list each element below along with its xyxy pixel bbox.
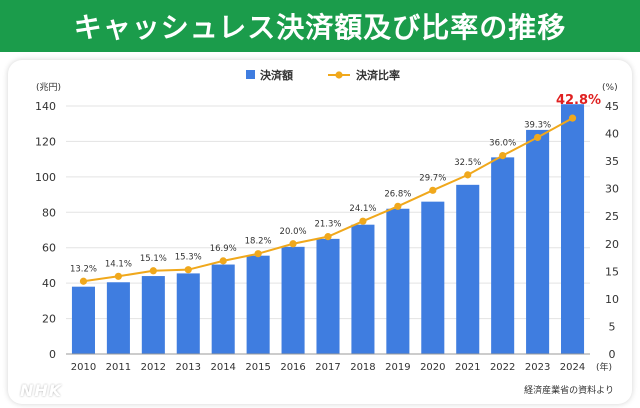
ratio-data-label: 21.3% <box>314 220 341 230</box>
ratio-data-label: 15.3% <box>175 253 202 263</box>
y-left-tick-label: 60 <box>42 242 56 255</box>
bar <box>211 264 235 354</box>
legend-label-line: 決済比率 <box>356 68 400 82</box>
y-left-axis-label: (兆円) <box>36 82 61 93</box>
ratio-data-label: 20.0% <box>280 227 307 237</box>
x-axis-unit-label: (年) <box>596 361 612 373</box>
bar <box>316 238 340 354</box>
bar <box>246 255 270 354</box>
ratio-data-label: 24.1% <box>349 204 376 214</box>
ratio-data-label: 36.0% <box>489 139 516 149</box>
y-left-tick-label: 0 <box>49 348 56 361</box>
x-tick-label: 2021 <box>455 362 480 373</box>
x-tick-label: 2010 <box>71 362 96 373</box>
bar <box>351 224 375 354</box>
title-banner: キャッシュレス決済額及び比率の推移 <box>0 0 640 52</box>
line-point <box>79 277 88 285</box>
ratio-data-label: 32.5% <box>454 158 481 168</box>
page-title: キャッシュレス決済額及び比率の推移 <box>73 11 567 44</box>
x-tick-label: 2015 <box>245 362 270 373</box>
bar <box>141 276 165 354</box>
x-tick-label: 2017 <box>315 362 340 373</box>
bar <box>281 246 305 354</box>
y-right-tick-label: 20 <box>605 238 619 251</box>
ratio-data-label: 13.2% <box>70 264 97 274</box>
legend-label-bar: 決済額 <box>260 68 293 82</box>
line-point <box>184 266 192 274</box>
x-tick-label: 2014 <box>210 362 235 373</box>
bar <box>456 184 480 354</box>
y-left-tick-label: 20 <box>42 313 56 326</box>
bar <box>106 282 130 354</box>
line-point <box>394 202 402 210</box>
y-left-tick-label: 140 <box>35 100 56 113</box>
y-left-tick-label: 40 <box>42 277 56 290</box>
bar <box>71 286 95 354</box>
y-right-tick-label: 25 <box>605 210 619 223</box>
bar <box>491 157 515 354</box>
line-point <box>359 217 367 225</box>
y-right-tick-label: 0 <box>609 348 616 361</box>
chart-panel: 0 20 40 60 80 100 120 140 0 5 10 15 20 25 30 35 40 45 (兆円)… <box>8 60 632 404</box>
y-right-tick-label: 10 <box>605 293 619 306</box>
y-right-tick-label: 5 <box>609 320 616 333</box>
ratio-data-label: 16.9% <box>210 244 237 254</box>
y-right-tick-label: 35 <box>605 155 619 168</box>
x-tick-label: 2018 <box>350 362 375 373</box>
line-point <box>499 152 507 160</box>
ratio-data-label: 15.1% <box>140 254 167 264</box>
line-point <box>219 257 227 265</box>
line-point <box>464 171 472 179</box>
y-left-tick-label: 80 <box>42 206 56 219</box>
line-point <box>114 272 122 280</box>
x-tick-label: 2016 <box>280 362 305 373</box>
line-point <box>534 133 542 142</box>
line-point <box>568 114 577 122</box>
line-point <box>254 250 262 258</box>
y-right-tick-label: 30 <box>605 183 619 196</box>
ratio-data-label: 39.3% <box>524 120 551 130</box>
ratio-data-label: 18.2% <box>245 237 272 247</box>
bar <box>421 201 445 354</box>
legend-swatch-bar <box>246 70 255 79</box>
ratio-data-label: 42.8% <box>556 93 601 108</box>
x-tick-label: 2019 <box>385 362 410 373</box>
bar <box>526 129 550 354</box>
line-point <box>324 233 332 241</box>
ratio-data-label: 26.8% <box>384 189 411 199</box>
y-right-axis-label: (%) <box>602 83 618 93</box>
ratio-data-label: 14.1% <box>105 259 132 269</box>
combo-chart: 0 20 40 60 80 100 120 140 0 5 10 15 20 25 30 35 40 45 (兆円)… <box>35 68 619 373</box>
y-left-tick-label: 100 <box>35 171 56 184</box>
y-right-tick-label: 15 <box>605 265 619 278</box>
x-tick-label: 2011 <box>106 362 131 373</box>
x-tick-label: 2013 <box>176 362 201 373</box>
x-tick-label: 2024 <box>560 362 585 373</box>
nhk-logo: NHK <box>20 381 63 400</box>
y-right-tick-label: 45 <box>605 100 619 113</box>
line-point <box>429 186 437 194</box>
legend-swatch-line-point <box>335 71 343 79</box>
ratio-data-label: 29.7% <box>419 173 446 183</box>
y-right-tick-label: 40 <box>605 128 619 141</box>
x-tick-label: 2012 <box>141 362 166 373</box>
x-tick-label: 2022 <box>490 362 515 373</box>
line-point <box>149 267 157 275</box>
bar <box>561 104 585 354</box>
source-note: 経済産業省の資料より <box>524 386 614 396</box>
line-point <box>289 240 297 248</box>
bar <box>176 273 200 354</box>
x-tick-label: 2020 <box>420 362 445 373</box>
y-left-tick-label: 120 <box>35 135 56 148</box>
x-tick-label: 2023 <box>525 362 550 373</box>
bar <box>386 208 410 354</box>
